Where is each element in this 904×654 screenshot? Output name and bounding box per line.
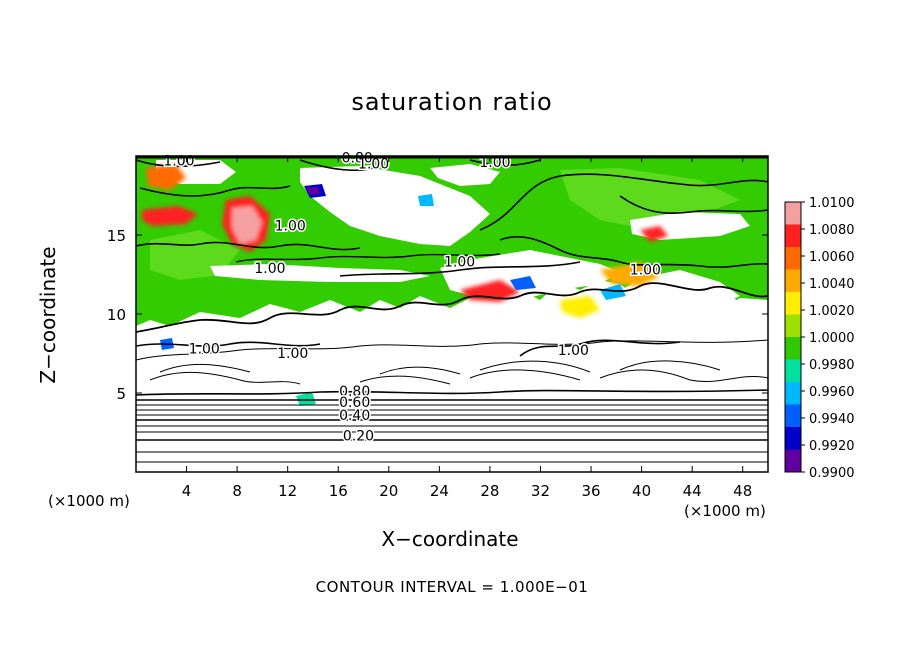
- x-tick-label: 4: [182, 482, 192, 500]
- x-unit-label: (×1000 m): [684, 502, 766, 520]
- colorbar-label: 1.0060: [809, 250, 855, 265]
- colorbar-label: 1.0020: [809, 304, 855, 319]
- colorbar-swatch: [785, 404, 801, 428]
- colorbar-label: 0.9920: [809, 439, 855, 454]
- colorbar-swatch: [785, 427, 801, 450]
- x-tick-label: 20: [379, 482, 398, 500]
- white-region-lower: [136, 280, 768, 472]
- x-axis-ticks: 4 8 12 16 20 24 28 32 36 40 44 48: [182, 156, 752, 500]
- colorbar-swatch: [785, 247, 801, 270]
- y-tick-label: 5: [116, 385, 126, 403]
- contour-label: 1.00: [558, 343, 589, 359]
- colorbar-swatch: [785, 449, 801, 473]
- white-region-upper: [300, 166, 490, 246]
- field-layer: [136, 156, 768, 472]
- x-tick-label: 32: [531, 482, 550, 500]
- x-tick-label: 28: [480, 482, 499, 500]
- colorbar-swatch: [785, 382, 801, 405]
- colorbar: 1.0100 1.0080 1.0060 1.0040 1.0020 1.0000 0.99…: [784, 196, 855, 481]
- contour-label: 0.60: [339, 395, 370, 411]
- y-tick-label: 10: [107, 306, 126, 324]
- colorbar-swatch: [785, 337, 801, 360]
- y-tick-label: 15: [107, 227, 126, 245]
- contour-lines: [136, 159, 768, 463]
- x-tick-label: 12: [278, 482, 297, 500]
- z-unit-label: (×1000 m): [48, 492, 130, 510]
- colorbar-swatch: [785, 269, 801, 293]
- x-tick-label: 16: [329, 482, 348, 500]
- contour-label: 0.80: [339, 384, 370, 400]
- x-tick-label: 24: [430, 482, 449, 500]
- contour-label: 1.00: [358, 157, 389, 173]
- x-tick-label: 36: [581, 482, 600, 500]
- contour-label: 0.40: [339, 408, 370, 424]
- contour-label: 1.00: [277, 346, 308, 362]
- colorbar-label: 0.9980: [809, 358, 855, 373]
- x-tick-label: 8: [232, 482, 242, 500]
- contour-interval-note: CONTOUR INTERVAL = 1.000E−01: [315, 578, 589, 596]
- colorbar-label: 1.0100: [809, 196, 855, 211]
- colorbar-label: 0.9960: [809, 385, 855, 400]
- contour-label: 1.00: [254, 261, 285, 277]
- colorbar-label: 0.9900: [809, 466, 855, 481]
- colorbar-label: 1.0080: [809, 223, 855, 238]
- x-tick-label: 40: [632, 482, 651, 500]
- colorbar-swatch: [785, 314, 801, 338]
- y-axis-label: Z−coordinate: [36, 246, 60, 384]
- colorbar-label: 1.0000: [809, 331, 855, 346]
- contour-label: 1.00: [189, 342, 220, 358]
- colorbar-swatch: [785, 202, 801, 225]
- colorbar-swatch: [785, 224, 801, 248]
- x-tick-label: 44: [683, 482, 702, 500]
- contour-label: 1.00: [444, 255, 475, 271]
- colorbar-label: 0.9940: [809, 412, 855, 427]
- y-axis-ticks: 5 10 15: [107, 227, 768, 403]
- x-tick-label: 48: [733, 482, 752, 500]
- chart-title: saturation ratio: [351, 88, 553, 116]
- x-axis-label: X−coordinate: [381, 527, 519, 551]
- colorbar-swatch: [785, 292, 801, 315]
- contour-label: 0.20: [343, 428, 374, 444]
- contour-label: 1.00: [630, 263, 661, 279]
- contour-label: 1.00: [275, 218, 306, 234]
- colorbar-swatch: [785, 359, 801, 383]
- colorbar-label: 1.0040: [809, 277, 855, 292]
